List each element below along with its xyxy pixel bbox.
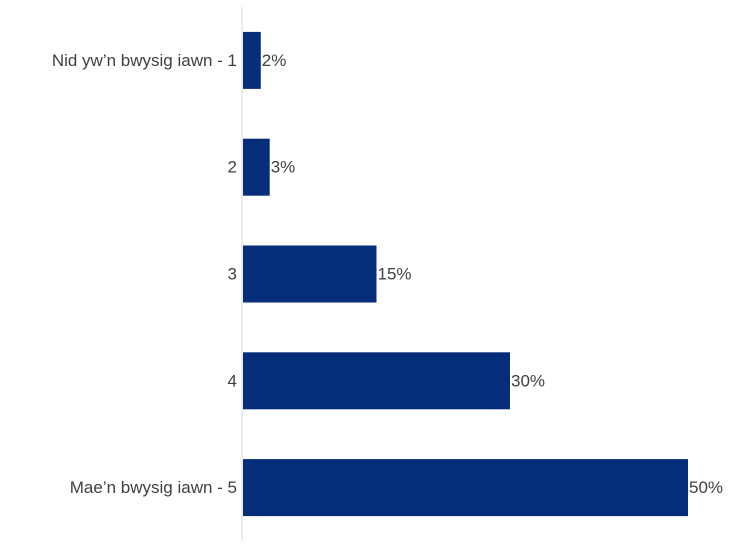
category-label-5: Mae’n bwysig iawn - 5 (70, 478, 237, 497)
category-labels-group: Nid yw’n bwysig iawn - 1 2 3 4 Mae’n bwysig … (52, 51, 237, 497)
value-label-2: 3% (271, 158, 296, 177)
bar-1 (243, 31, 261, 89)
value-label-1: 2% (262, 51, 287, 70)
value-labels-group: 2% 3% 15% 30% 50% (262, 51, 723, 497)
bar-2 (243, 138, 270, 196)
category-label-4: 4 (228, 371, 237, 390)
value-label-4: 30% (511, 371, 545, 390)
bar-5 (243, 459, 688, 517)
value-label-3: 15% (378, 265, 412, 284)
category-label-1: Nid yw’n bwysig iawn - 1 (52, 51, 237, 70)
value-label-5: 50% (689, 478, 723, 497)
bar-4 (243, 352, 510, 410)
category-label-2: 2 (228, 158, 237, 177)
bars-group (243, 31, 688, 517)
category-label-3: 3 (228, 265, 237, 284)
bar-3 (243, 245, 377, 303)
